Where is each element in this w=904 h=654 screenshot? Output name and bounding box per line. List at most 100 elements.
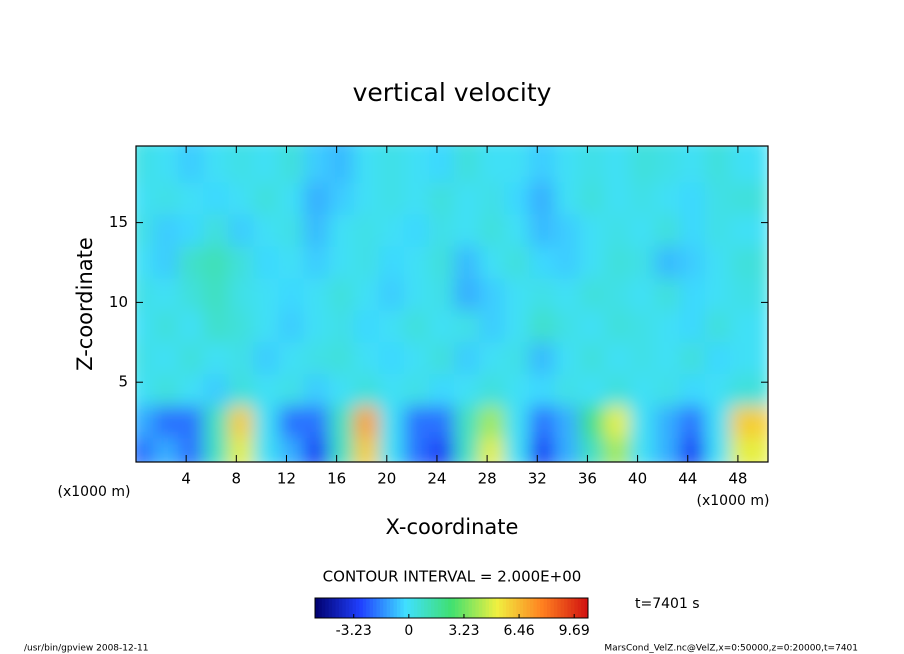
colorbar-swatch: [478, 598, 483, 618]
colorbar-swatch: [328, 598, 333, 618]
colorbar-swatch: [332, 598, 336, 618]
colorbar-swatch: [512, 598, 517, 618]
colorbar-swatch: [529, 598, 534, 618]
colorbar-swatch: [584, 598, 589, 618]
colorbar-swatch: [355, 598, 360, 618]
colorbar-swatch: [574, 598, 579, 618]
colorbar-swatch: [509, 598, 514, 618]
field: [136, 146, 768, 462]
y-tick-label: 5: [118, 373, 128, 391]
colorbar-swatch: [465, 598, 470, 618]
footer-left: /usr/bin/gpview 2008-12-11: [24, 644, 148, 654]
x-tick-label: 48: [728, 470, 747, 488]
x-tick-label: 8: [232, 470, 242, 488]
colorbar-swatch: [424, 598, 429, 618]
colorbar-swatch: [427, 598, 432, 618]
colorbar-swatch: [533, 598, 538, 618]
contour-note: CONTOUR INTERVAL = 2.000E+00: [323, 568, 582, 586]
colorbar-frame: [314, 597, 589, 619]
colorbar-swatch: [553, 598, 558, 618]
y-unit: (x1000 m): [58, 484, 131, 500]
colorbar-swatch: [393, 598, 398, 618]
x-tick-label: 40: [628, 470, 647, 488]
colorbar-swatch: [540, 598, 545, 618]
x-tick-label: 12: [277, 470, 296, 488]
colorbar-swatch: [516, 598, 521, 618]
colorbar-swatch: [345, 598, 350, 618]
colorbar-swatch: [471, 598, 476, 618]
colorbar-swatch: [431, 598, 435, 618]
colorbar-swatch: [369, 598, 374, 618]
colorbar-swatch: [482, 598, 487, 618]
colorbar-swatch: [499, 598, 504, 618]
colorbar-swatch: [458, 598, 463, 618]
x-tick-label: 4: [181, 470, 191, 488]
x-tick-label: 20: [377, 470, 396, 488]
colorbar-swatch: [396, 598, 401, 618]
colorbar-swatch: [495, 598, 500, 618]
colorbar-swatch: [492, 598, 497, 618]
colorbar-swatch: [410, 598, 415, 618]
colorbar-swatch: [352, 598, 357, 618]
colorbar-swatch: [386, 598, 391, 618]
colorbar-swatch: [342, 598, 347, 618]
colorbar-swatch: [444, 598, 449, 618]
colorbar-swatch: [523, 598, 528, 618]
colorbar-swatch: [581, 598, 586, 618]
colorbar-swatch: [557, 598, 562, 618]
x-tick-label: 36: [578, 470, 597, 488]
colorbar-swatch: [526, 598, 531, 618]
colorbar-swatch: [390, 598, 394, 618]
plot-frame: [135, 145, 769, 463]
colorbar-swatch: [359, 598, 364, 618]
colorbar-swatch: [338, 598, 343, 618]
colorbar-swatch: [506, 598, 511, 618]
colorbar-swatch: [437, 598, 442, 618]
colorbar-swatch: [335, 598, 340, 618]
time-note: t=7401 s: [635, 596, 700, 612]
x-tick-label: 24: [427, 470, 446, 488]
colorbar-swatch: [461, 598, 466, 618]
colorbar-swatch: [379, 598, 384, 618]
colorbar-swatch: [519, 598, 524, 618]
colorbar-swatch: [349, 598, 354, 618]
colorbar-swatch: [475, 598, 480, 618]
colorbar-tick-label: 3.23: [448, 623, 479, 639]
colorbar-swatch: [376, 598, 381, 618]
chart-title: vertical velocity: [353, 78, 552, 107]
colorbar-swatch: [543, 598, 548, 618]
x-axis-label: X-coordinate: [386, 515, 519, 539]
colorbar-swatch: [362, 598, 367, 618]
colorbar-swatch: [315, 598, 319, 618]
colorbar-swatch: [441, 598, 446, 618]
colorbar-swatch: [448, 598, 452, 618]
colorbar-swatch: [403, 598, 408, 618]
colorbar-swatch: [564, 598, 569, 618]
colorbar-swatch: [567, 598, 572, 618]
colorbar-swatch: [420, 598, 425, 618]
colorbar-swatch: [560, 598, 565, 618]
x-unit: (x1000 m): [697, 493, 770, 509]
colorbar-tick-label: 9.69: [559, 623, 590, 639]
x-tick-label: 32: [528, 470, 547, 488]
colorbar-swatch: [570, 598, 575, 618]
x-tick-label: 28: [478, 470, 497, 488]
y-tick-label: 10: [109, 293, 128, 311]
colorbar-swatch: [451, 598, 456, 618]
colorbar-swatch: [536, 598, 541, 618]
y-tick-label: 15: [109, 213, 128, 231]
colorbar-swatch: [434, 598, 439, 618]
colorbar-swatch: [550, 598, 555, 618]
colorbar-tick-label: 0: [404, 623, 413, 639]
x-tick-label: 16: [327, 470, 346, 488]
colorbar-swatch: [407, 598, 412, 618]
y-axis-label: Z-coordinate: [73, 237, 97, 371]
colorbar-swatch: [321, 598, 326, 618]
colorbar-swatch: [547, 598, 551, 618]
field-cells: [136, 146, 768, 462]
colorbar-swatch: [485, 598, 490, 618]
colorbar-tick-label: 6.46: [503, 623, 534, 639]
colorbar-swatch: [413, 598, 418, 618]
colorbar-swatch: [577, 598, 582, 618]
colorbar-swatch: [318, 598, 323, 618]
